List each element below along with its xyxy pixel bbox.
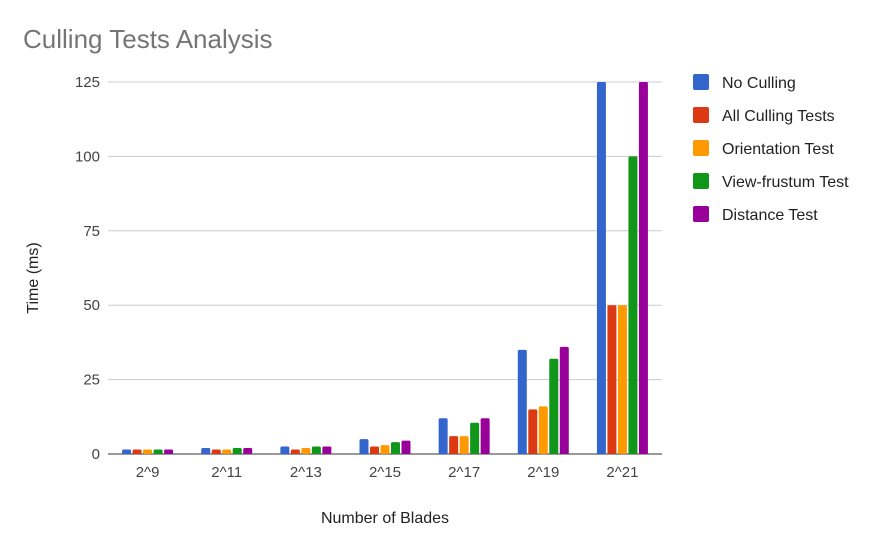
bar-orientation-test-2-9 [143,449,153,454]
bar-all-culling-tests-2-19 [528,409,538,454]
x-tick-label: 2^21 [606,464,638,481]
legend-item: Distance Test [693,206,818,224]
x-axis-ticks: 2^9 2^11 2^13 2^15 2^17 2^19 2^21 [136,464,639,481]
bar-view-frustum-test-2-9 [153,449,163,454]
x-tick-label: 2^19 [527,464,559,481]
legend-item: No Culling [693,74,796,92]
bar-view-frustum-test-2-21 [628,156,638,454]
y-tick-label: 0 [92,446,100,463]
legend-label: View-frustum Test [722,174,849,191]
bar-no-culling-2-9 [122,449,132,454]
bar-orientation-test-2-17 [459,436,469,454]
bar-distance-test-2-21 [638,82,648,454]
bar-distance-test-2-9 [164,449,174,454]
bar-orientation-test-2-21 [617,305,627,454]
x-tick-label: 2^9 [136,464,160,481]
legend-label: No Culling [722,75,796,92]
bar-view-frustum-test-2-15 [391,442,400,454]
bar-no-culling-2-15 [359,439,369,454]
gridlines [108,81,662,455]
bar-no-culling-2-21 [596,82,606,454]
bar-orientation-test-2-19 [538,406,548,454]
legend-swatch [693,206,709,222]
legend-swatch [693,107,709,123]
bar-view-frustum-test-2-13 [311,446,321,454]
y-axis-label: Time (ms) [25,242,42,313]
legend-label: Orientation Test [722,141,834,158]
y-tick-label: 100 [75,148,100,165]
bar-no-culling-2-11 [201,448,211,454]
bars-group [122,82,648,454]
bar-orientation-test-2-15 [380,445,390,454]
bar-distance-test-2-11 [243,448,253,454]
bar-all-culling-tests-2-13 [290,449,300,454]
x-tick-label: 2^17 [448,464,480,481]
x-axis-label: Number of Blades [321,510,449,527]
bar-distance-test-2-19 [559,346,569,454]
bar-distance-test-2-17 [480,418,490,454]
legend-swatch [693,173,709,189]
y-tick-label: 25 [83,372,100,389]
legend: No Culling All Culling Tests Orientation T… [693,74,849,224]
bar-all-culling-tests-2-11 [211,449,221,454]
bar-all-culling-tests-2-9 [132,449,142,454]
bar-no-culling-2-19 [517,349,527,454]
legend-swatch [693,74,709,90]
bar-orientation-test-2-13 [301,448,311,454]
legend-item: All Culling Tests [693,107,835,125]
bar-no-culling-2-13 [280,446,290,454]
y-tick-label: 75 [83,223,100,240]
legend-label: Distance Test [722,207,818,224]
legend-label: All Culling Tests [722,108,835,125]
bar-no-culling-2-17 [438,418,448,454]
x-tick-label: 2^11 [211,464,242,481]
bar-view-frustum-test-2-11 [232,448,242,454]
bar-all-culling-tests-2-17 [449,436,459,454]
x-tick-label: 2^13 [290,464,322,481]
bar-view-frustum-test-2-19 [549,358,559,454]
bar-distance-test-2-13 [322,446,332,454]
bar-all-culling-tests-2-21 [607,305,617,454]
legend-item: View-frustum Test [693,173,849,191]
x-tick-label: 2^15 [369,464,401,481]
bar-all-culling-tests-2-15 [370,446,379,454]
bar-distance-test-2-15 [401,440,411,454]
chart-title: Culling Tests Analysis [23,24,273,54]
legend-item: Orientation Test [693,140,834,158]
bar-orientation-test-2-11 [222,449,232,454]
y-tick-label: 50 [83,297,100,314]
bar-view-frustum-test-2-17 [470,422,480,454]
legend-swatch [693,140,709,156]
y-axis-ticks: 0 25 50 75 100 125 [75,74,100,463]
y-tick-label: 125 [75,74,100,91]
